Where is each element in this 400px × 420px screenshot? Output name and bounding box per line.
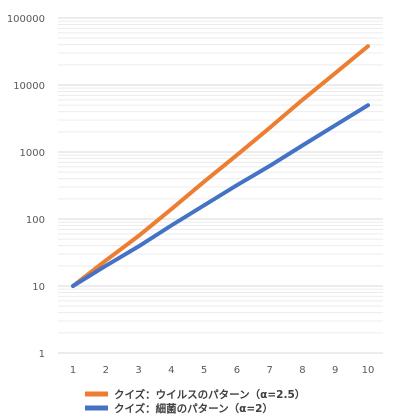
series-line-2: [71, 103, 370, 288]
x-axis-ticks: 1 2 3 4 5 6 7 8 9 10: [70, 365, 375, 376]
series-line-1: [71, 44, 370, 288]
x-tick-label: 1: [70, 365, 76, 376]
x-tick-label: 4: [168, 365, 174, 376]
grid: [58, 17, 383, 354]
y-tick-label: 100000: [7, 14, 45, 25]
y-tick-label: 10000: [13, 81, 45, 92]
y-tick-label: 1000: [20, 148, 45, 159]
x-tick-label: 9: [332, 365, 338, 376]
x-tick-label: 6: [234, 365, 240, 376]
x-tick-label: 10: [362, 365, 375, 376]
legend: クイズ：ウイルスのパターン（α=2.5）クイズ：細菌のパターン（α=2）: [85, 388, 305, 415]
y-axis-ticks: 1 10 100 1000 10000 100000: [7, 14, 45, 360]
x-tick-label: 3: [135, 365, 141, 376]
y-tick-label: 10: [32, 282, 45, 293]
y-tick-label: 1: [39, 349, 45, 360]
y-tick-label: 100: [26, 215, 45, 226]
series-lines: [71, 44, 370, 288]
x-tick-label: 5: [201, 365, 207, 376]
x-tick-label: 7: [266, 365, 272, 376]
legend-label-2: クイズ：細菌のパターン（α=2）: [114, 402, 273, 415]
x-tick-label: 2: [103, 365, 109, 376]
legend-label-1: クイズ：ウイルスのパターン（α=2.5）: [114, 388, 305, 401]
x-tick-label: 8: [299, 365, 305, 376]
